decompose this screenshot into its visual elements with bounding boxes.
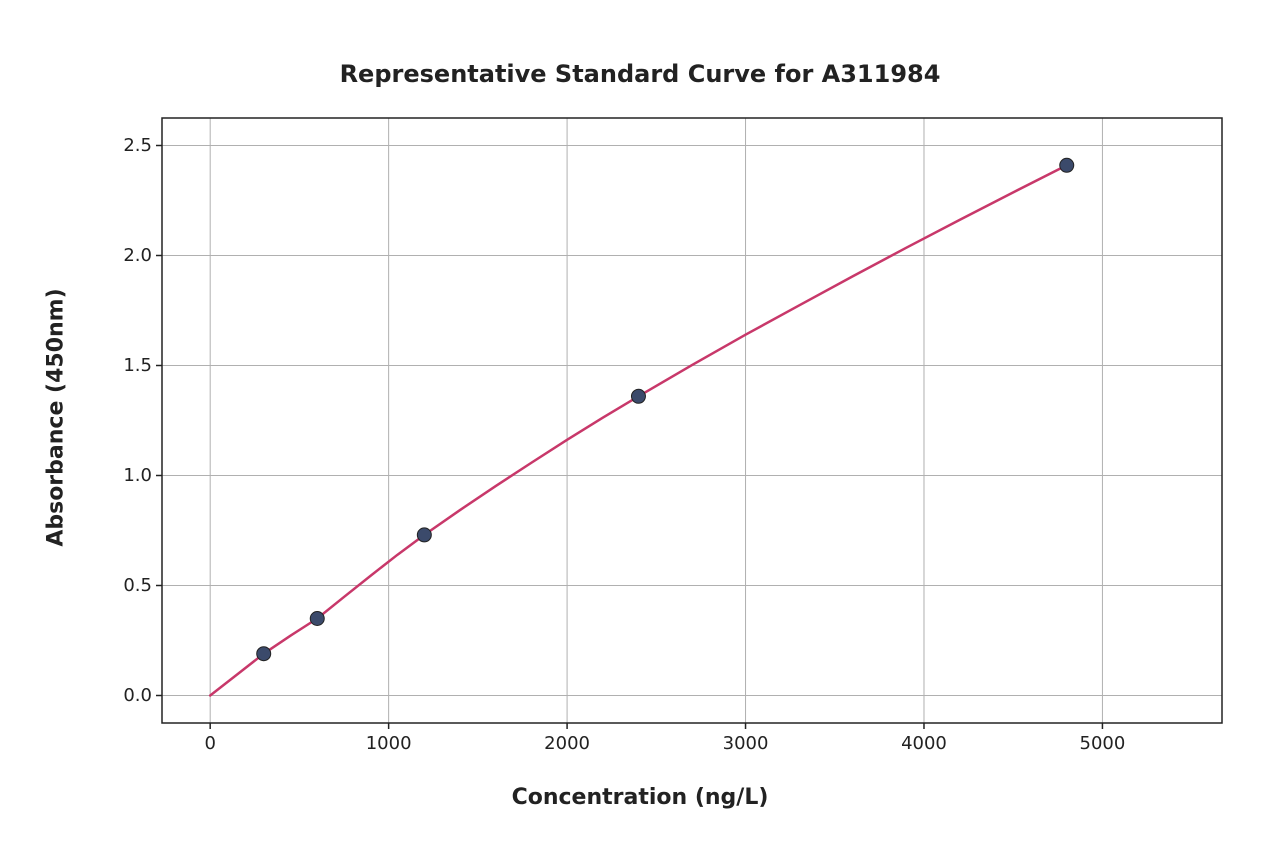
y-tick-label: 2.5 <box>92 135 152 156</box>
y-tick-label: 2.0 <box>92 245 152 266</box>
y-tick-label: 1.0 <box>92 465 152 486</box>
data-marker <box>257 647 271 661</box>
x-tick-label: 4000 <box>874 733 974 754</box>
x-tick-label: 0 <box>160 733 260 754</box>
x-tick-label: 2000 <box>517 733 617 754</box>
x-tick-label: 1000 <box>339 733 439 754</box>
x-tick-label: 5000 <box>1052 733 1152 754</box>
y-tick-label: 0.0 <box>92 685 152 706</box>
data-marker <box>310 612 324 626</box>
chart-title: Representative Standard Curve for A31198… <box>0 60 1280 88</box>
plot-spines <box>162 118 1222 723</box>
plot-area <box>162 118 1222 723</box>
data-marker <box>1060 158 1074 172</box>
plot-svg <box>162 118 1222 723</box>
x-axis-label: Concentration (ng/L) <box>0 785 1280 810</box>
curve-line <box>210 165 1067 695</box>
y-axis-label: Absorbance (450nm) <box>44 218 69 618</box>
data-marker <box>631 389 645 403</box>
x-tick-label: 3000 <box>696 733 796 754</box>
chart-stage: Representative Standard Curve for A31198… <box>0 0 1280 845</box>
y-tick-label: 1.5 <box>92 355 152 376</box>
y-tick-label: 0.5 <box>92 575 152 596</box>
data-marker <box>417 528 431 542</box>
